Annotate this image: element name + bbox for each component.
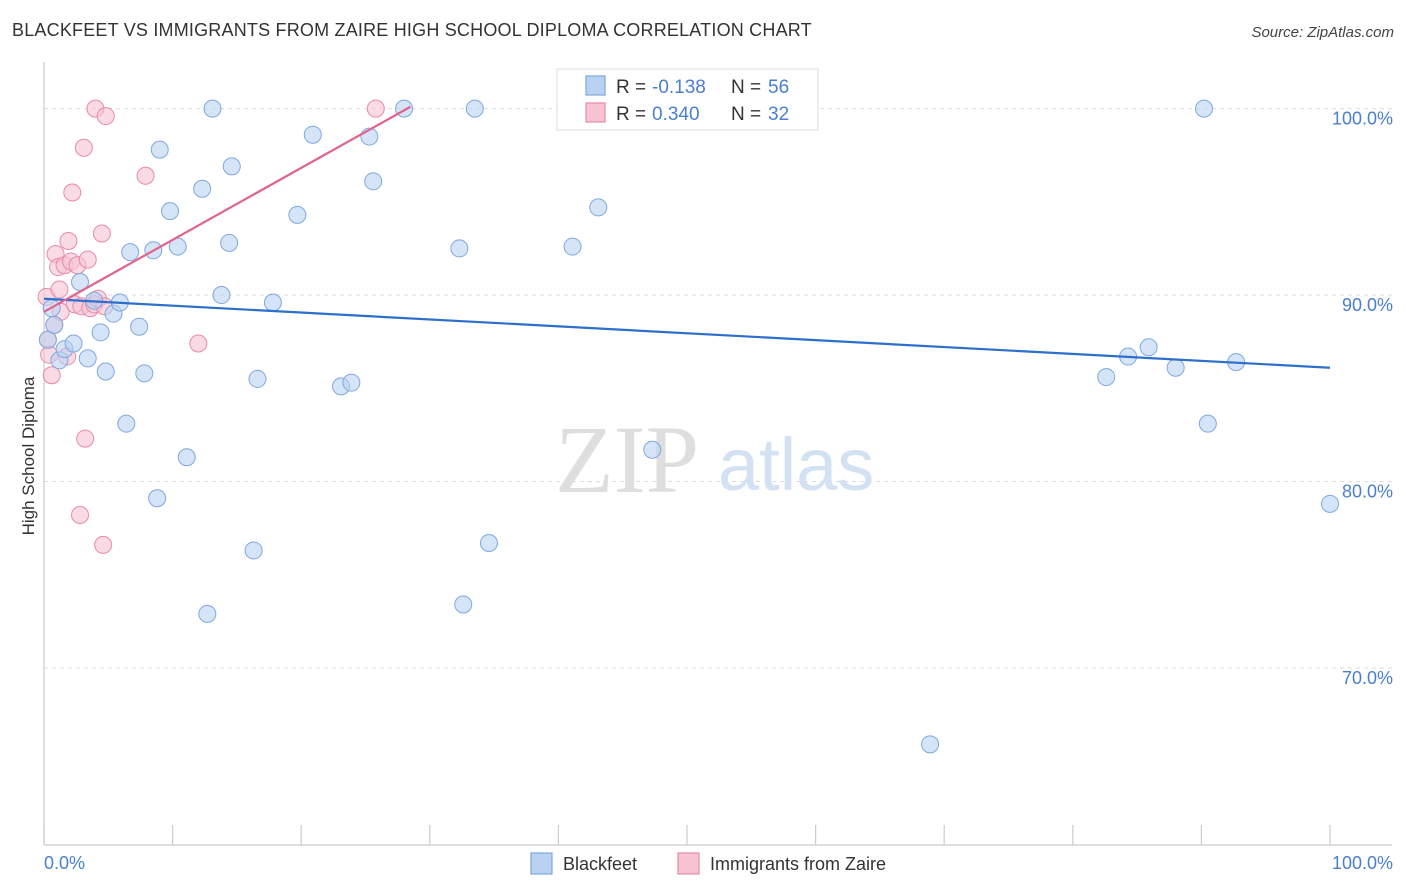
point-blackfeet-9 xyxy=(91,323,110,342)
point-blackfeet-20 xyxy=(161,202,180,221)
tick-labels: 100.0% 90.0% 80.0% 70.0% 0.0% 100.0% xyxy=(44,109,1393,873)
legend-n-value-2: 32 xyxy=(768,104,789,125)
legend-n-label-2: N = xyxy=(731,104,761,125)
point-blackfeet-22 xyxy=(177,448,196,467)
bottom-legend-label-blackfeet: Blackfeet xyxy=(563,854,637,874)
point-zaire-31 xyxy=(366,99,385,118)
gridlines xyxy=(44,108,1392,669)
point-blackfeet-32 xyxy=(288,205,307,224)
y-tick-label-3: 70.0% xyxy=(1342,668,1393,688)
point-blackfeet-42 xyxy=(479,533,498,552)
point-blackfeet-28 xyxy=(222,157,241,176)
point-blackfeet-51 xyxy=(1139,338,1158,357)
point-blackfeet-14 xyxy=(121,243,140,262)
source-label: Source: ZipAtlas.com xyxy=(1251,24,1394,41)
point-blackfeet-41 xyxy=(465,99,484,118)
legend-swatch-blackfeet xyxy=(585,75,606,96)
series-legend: Blackfeet Immigrants from Zaire xyxy=(530,852,886,875)
point-blackfeet-23 xyxy=(193,179,212,198)
point-zaire-30 xyxy=(189,334,208,353)
trend-line-zaire xyxy=(43,105,412,313)
x-tick-label-0: 0.0% xyxy=(44,853,85,873)
point-blackfeet-54 xyxy=(1198,414,1217,433)
point-blackfeet-25 xyxy=(203,99,222,118)
point-blackfeet-7 xyxy=(78,349,97,368)
legend-r-label-2: R = xyxy=(616,104,646,125)
point-blackfeet-5 xyxy=(64,334,83,353)
point-zaire-19 xyxy=(76,429,95,448)
point-blackfeet-27 xyxy=(220,233,239,252)
point-blackfeet-37 xyxy=(364,172,383,191)
point-blackfeet-56 xyxy=(1321,494,1339,513)
point-blackfeet-16 xyxy=(135,364,154,383)
stats-legend: R = -0.138 N = 56 R = 0.340 N = 32 xyxy=(556,68,819,131)
watermark-zip: ZIP xyxy=(555,406,699,513)
point-blackfeet-40 xyxy=(454,595,473,614)
chart-title: BLACKFEET VS IMMIGRANTS FROM ZAIRE HIGH … xyxy=(12,20,812,40)
y-axis-title: High School Diploma xyxy=(19,376,38,535)
point-zaire-7 xyxy=(50,280,69,299)
point-blackfeet-0 xyxy=(38,330,57,349)
legend-swatch-zaire xyxy=(585,102,606,123)
y-tick-label-1: 90.0% xyxy=(1342,295,1393,315)
bottom-legend-swatch-blackfeet xyxy=(530,852,553,875)
point-zaire-20 xyxy=(78,250,97,269)
point-zaire-25 xyxy=(92,224,111,243)
legend-n-value-1: 56 xyxy=(768,77,789,98)
legend-r-value-2: 0.340 xyxy=(652,104,700,125)
point-zaire-11 xyxy=(59,231,78,250)
point-blackfeet-48 xyxy=(921,735,940,754)
point-zaire-18 xyxy=(74,138,93,157)
x-tick-label-1: 100.0% xyxy=(1332,853,1393,873)
point-zaire-16 xyxy=(71,506,90,525)
point-zaire-29 xyxy=(136,166,155,185)
point-blackfeet-19 xyxy=(150,140,169,159)
point-zaire-13 xyxy=(63,183,82,202)
point-blackfeet-45 xyxy=(589,198,608,217)
point-blackfeet-35 xyxy=(342,373,361,392)
bottom-legend-swatch-zaire xyxy=(677,852,700,875)
legend-n-label-1: N = xyxy=(731,77,761,98)
point-blackfeet-10 xyxy=(96,362,115,381)
series-immigrants-from-zaire xyxy=(37,99,385,554)
point-blackfeet-29 xyxy=(244,541,263,560)
point-zaire-26 xyxy=(94,535,113,554)
point-zaire-28 xyxy=(96,107,115,126)
bottom-legend-label-zaire: Immigrants from Zaire xyxy=(710,854,886,874)
legend-r-label-1: R = xyxy=(616,77,646,98)
trend-line-blackfeet xyxy=(43,297,1331,369)
point-blackfeet-39 xyxy=(450,239,469,258)
point-blackfeet-33 xyxy=(303,125,322,144)
watermark-atlas: atlas xyxy=(718,423,874,506)
point-blackfeet-15 xyxy=(130,317,149,336)
point-blackfeet-18 xyxy=(148,489,167,508)
watermark: ZIP atlas xyxy=(555,406,874,513)
point-zaire-3 xyxy=(42,366,61,385)
point-blackfeet-24 xyxy=(198,604,217,623)
point-blackfeet-13 xyxy=(117,414,136,433)
legend-r-value-1: -0.138 xyxy=(652,77,706,98)
y-tick-label-0: 100.0% xyxy=(1332,109,1393,129)
point-blackfeet-31 xyxy=(263,293,282,312)
point-blackfeet-2 xyxy=(45,315,64,334)
point-blackfeet-53 xyxy=(1194,99,1213,118)
point-blackfeet-47 xyxy=(643,440,662,459)
point-blackfeet-44 xyxy=(563,237,582,256)
y-tick-label-2: 80.0% xyxy=(1342,481,1393,501)
point-blackfeet-26 xyxy=(212,286,231,305)
point-blackfeet-52 xyxy=(1166,358,1185,377)
point-blackfeet-49 xyxy=(1097,368,1116,387)
axes xyxy=(43,62,1392,846)
trend-lines xyxy=(43,105,1331,369)
point-blackfeet-30 xyxy=(248,369,267,388)
